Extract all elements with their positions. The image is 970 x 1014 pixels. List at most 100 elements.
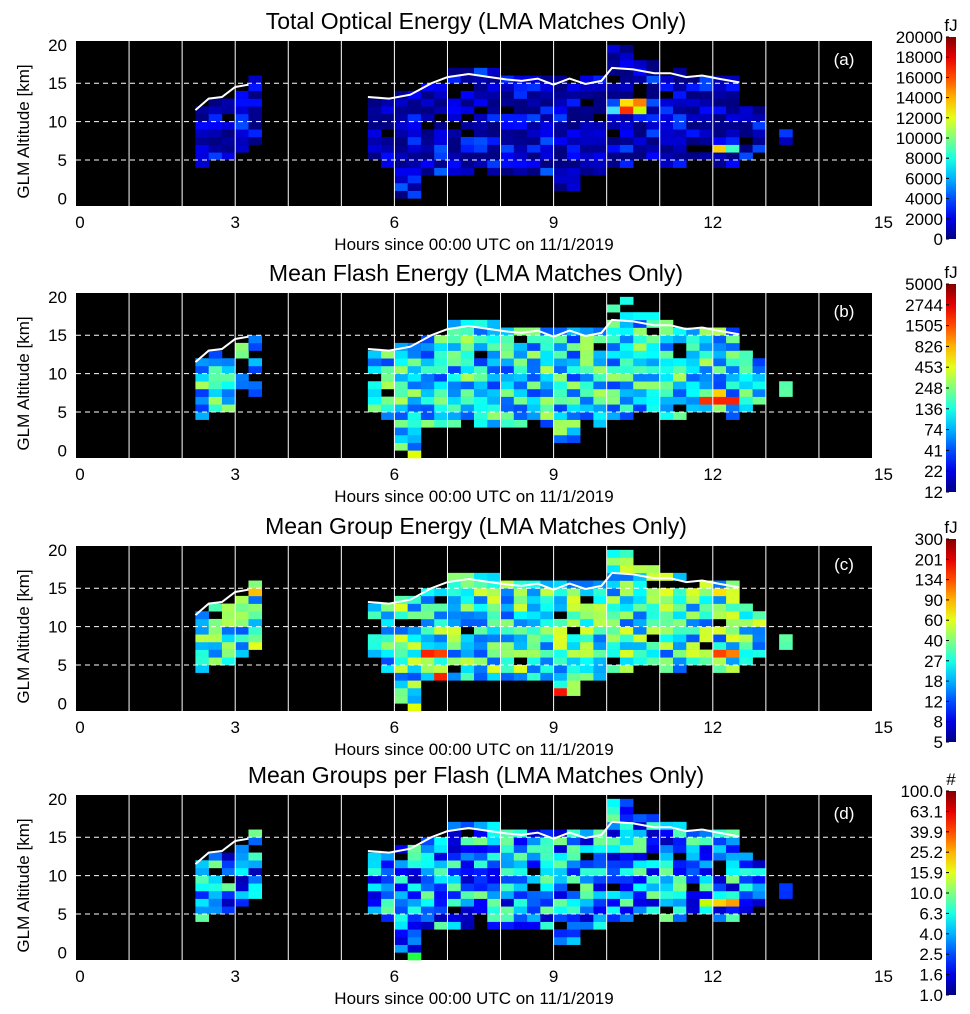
heatmap-cell xyxy=(739,883,753,892)
heatmap-cell xyxy=(739,906,753,915)
heatmap-cell xyxy=(513,404,528,413)
heatmap-cell xyxy=(699,657,714,666)
heatmap-cell xyxy=(659,626,674,635)
heatmap-cell xyxy=(699,98,714,107)
heatmap-cell xyxy=(420,83,435,92)
heatmap-cell xyxy=(487,883,501,892)
heatmap-cell xyxy=(673,821,687,830)
heatmap-cell xyxy=(580,83,594,92)
heatmap-cell xyxy=(513,588,528,597)
heatmap-cell xyxy=(553,641,568,650)
heatmap-cell xyxy=(407,175,422,184)
heatmap-cell xyxy=(540,144,554,153)
heatmap-cell xyxy=(566,906,581,915)
heatmap-cell xyxy=(434,618,448,627)
heatmap-cell xyxy=(248,342,263,351)
heatmap-cell xyxy=(394,929,408,938)
heatmap-cell xyxy=(527,913,541,922)
heatmap-cell xyxy=(420,844,435,853)
heatmap-cell xyxy=(460,152,475,161)
heatmap-cell xyxy=(394,113,408,122)
heatmap-cell xyxy=(434,98,448,107)
heatmap-cell xyxy=(367,649,382,658)
heatmap-cell xyxy=(487,373,501,382)
heatmap-cell xyxy=(474,672,488,681)
heatmap-cell xyxy=(500,136,515,145)
heatmap-cell xyxy=(460,404,475,413)
heatmap-cell xyxy=(606,67,621,76)
heatmap-cell xyxy=(235,106,249,115)
heatmap-cell xyxy=(646,588,661,597)
heatmap-cell xyxy=(752,396,767,405)
heatmap-cell xyxy=(739,860,753,869)
heatmap-cell xyxy=(593,837,607,846)
heatmap-cell xyxy=(580,867,594,876)
heatmap-cell xyxy=(553,327,568,336)
heatmap-cell xyxy=(553,936,568,945)
heatmap-cell xyxy=(752,388,767,397)
heatmap-cell xyxy=(593,860,607,869)
heatmap-cell xyxy=(593,890,607,899)
heatmap-cell xyxy=(407,649,422,658)
heatmap-cell xyxy=(407,611,422,620)
heatmap-cell xyxy=(407,144,422,153)
heatmap-cell xyxy=(606,634,621,643)
heatmap-cell xyxy=(474,319,488,328)
heatmap-cell xyxy=(593,875,607,884)
heatmap-cell xyxy=(566,121,581,130)
heatmap-cell xyxy=(420,898,435,907)
heatmap-cell xyxy=(752,898,767,907)
heatmap-cell xyxy=(566,921,581,930)
heatmap-cell xyxy=(434,144,448,153)
heatmap-cell xyxy=(726,603,740,612)
heatmap-cell xyxy=(580,921,594,930)
heatmap-cell xyxy=(420,167,435,176)
heatmap-cell xyxy=(646,649,661,658)
heatmap-cell xyxy=(407,358,422,367)
heatmap-cell xyxy=(235,649,249,658)
heatmap-cell xyxy=(527,672,541,681)
heatmap-cell xyxy=(474,129,488,138)
heatmap-cell xyxy=(474,611,488,620)
heatmap-cell xyxy=(434,396,448,405)
heatmap-cell xyxy=(420,883,435,892)
heatmap-cell xyxy=(527,657,541,666)
heatmap-cell xyxy=(434,342,448,351)
heatmap-cell xyxy=(619,319,634,328)
x-tick-label: 15 xyxy=(874,465,893,484)
heatmap-cell xyxy=(447,98,462,107)
heatmap-cell xyxy=(420,890,435,899)
heatmap-cell xyxy=(487,867,501,876)
heatmap-cell xyxy=(619,657,634,666)
heatmap-cell xyxy=(659,821,674,830)
heatmap-cell xyxy=(593,595,607,604)
heatmap-cell xyxy=(540,672,554,681)
heatmap-cell xyxy=(407,442,422,451)
heatmap-cell xyxy=(248,83,263,92)
heatmap-cell xyxy=(474,144,488,153)
heatmap-cell xyxy=(434,913,448,922)
heatmap-cell xyxy=(619,342,634,351)
heatmap-cell xyxy=(460,67,475,76)
heatmap-cell xyxy=(460,649,475,658)
heatmap-cell xyxy=(752,883,767,892)
heatmap-cell xyxy=(434,381,448,390)
heatmap-cell xyxy=(726,373,740,382)
heatmap-cell xyxy=(420,335,435,344)
heatmap-cell xyxy=(646,129,661,138)
heatmap-cell xyxy=(646,113,661,122)
heatmap-cell xyxy=(619,565,634,574)
heatmap-cell xyxy=(513,649,528,658)
heatmap-cell xyxy=(221,634,236,643)
heatmap-cell xyxy=(659,664,674,673)
heatmap-cell xyxy=(367,113,382,122)
heatmap-cell xyxy=(646,883,661,892)
heatmap-cell xyxy=(394,890,408,899)
heatmap-cell xyxy=(540,860,554,869)
heatmap-cell xyxy=(712,136,727,145)
heatmap-cell xyxy=(208,875,223,884)
heatmap-cell xyxy=(460,388,475,397)
heatmap-cell xyxy=(221,404,236,413)
heatmap-cell xyxy=(673,365,687,374)
heatmap-cell xyxy=(712,396,727,405)
